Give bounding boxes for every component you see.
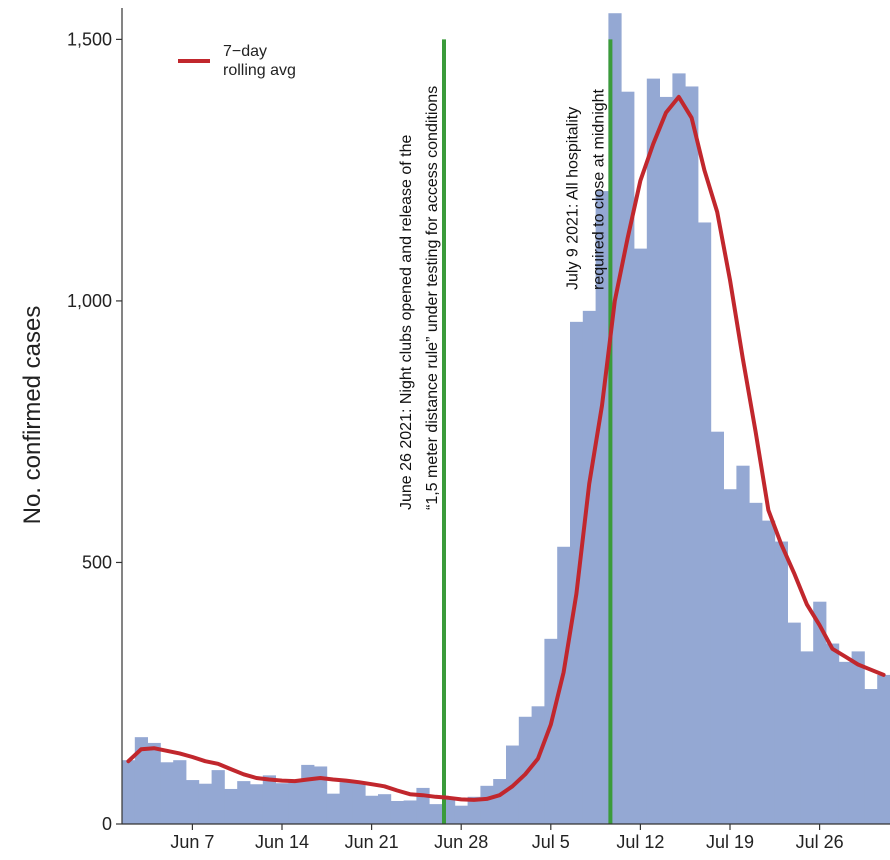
annotation-text: June 26 2021: Night clubs opened and rel… (398, 135, 415, 510)
x-tick-label: Jun 14 (255, 832, 309, 852)
bar (851, 651, 865, 824)
bar (634, 248, 648, 825)
y-tick-label: 1,000 (67, 291, 112, 311)
annotations: June 26 2021: Night clubs opened and rel… (398, 39, 613, 824)
bar (211, 770, 225, 824)
bar (390, 800, 404, 824)
bar (749, 502, 763, 824)
bar (275, 783, 289, 824)
bar (518, 716, 532, 824)
bar (326, 793, 340, 824)
bar (710, 431, 724, 824)
x-tick-label: Jul 5 (532, 832, 570, 852)
bar (352, 783, 366, 824)
x-tick-label: Jun 28 (434, 832, 488, 852)
bar (787, 622, 801, 824)
bar-series (122, 13, 890, 825)
bar (122, 760, 136, 824)
bar (659, 96, 673, 824)
bar (301, 764, 315, 824)
bar (493, 779, 507, 824)
bar (403, 800, 417, 824)
bar (698, 222, 712, 824)
y-axis-title: No. confirmed cases (19, 306, 46, 525)
x-tick-label: Jul 26 (796, 832, 844, 852)
bar (723, 489, 737, 824)
y-tick-label: 0 (102, 814, 112, 834)
bar (762, 520, 776, 824)
bar (877, 674, 890, 824)
bar (736, 465, 750, 824)
bar (288, 781, 302, 824)
legend: 7−day rolling avg (178, 43, 296, 79)
bar (621, 91, 635, 824)
y-tick-label: 1,500 (67, 29, 112, 49)
bar (582, 310, 596, 824)
bar (838, 661, 852, 824)
bar (339, 782, 353, 824)
bar (646, 78, 660, 825)
bar (314, 766, 328, 824)
y-axis: 0 500 1,000 1,500 (67, 8, 123, 834)
bar (454, 805, 468, 824)
bar (224, 788, 238, 824)
bar (365, 795, 379, 824)
annotation-text: required to close at midnight (590, 88, 607, 290)
x-axis: Jun 7 Jun 14 Jun 21 Jun 28 Jul 5 Jul 12 Jul 19… (122, 823, 890, 852)
legend-label-line2: rolling avg (223, 62, 296, 79)
bar (429, 804, 443, 824)
bar (147, 742, 161, 824)
bar (595, 191, 609, 825)
x-tick-label: Jul 12 (616, 832, 664, 852)
bar (160, 762, 174, 824)
x-tick-label: Jun 7 (170, 832, 214, 852)
bar (237, 781, 251, 824)
rolling-average-line (126, 94, 886, 802)
bar (173, 760, 187, 824)
bar (672, 73, 686, 824)
bar (557, 546, 571, 824)
legend-label-line1: 7−day (223, 43, 267, 60)
bar (378, 794, 392, 824)
bar (544, 638, 558, 824)
x-tick-label: Jun 21 (345, 832, 399, 852)
annotation-text: “1,5 meter distance rule” under testing … (424, 86, 441, 510)
bar (198, 783, 212, 824)
bar (774, 541, 788, 824)
bar (685, 86, 699, 824)
bar (134, 737, 148, 824)
bar (480, 785, 494, 824)
y-tick-label: 500 (82, 552, 112, 572)
annotation-text: July 9 2021: All hospitality (564, 107, 581, 290)
bar (250, 784, 264, 824)
bar (467, 796, 481, 824)
bar (570, 321, 584, 824)
bar (262, 775, 276, 824)
bar (800, 651, 814, 824)
bar (813, 601, 827, 824)
bar (186, 780, 200, 824)
bar (864, 689, 878, 824)
x-tick-label: Jul 19 (706, 832, 754, 852)
bar (531, 706, 545, 824)
bar (826, 643, 840, 824)
